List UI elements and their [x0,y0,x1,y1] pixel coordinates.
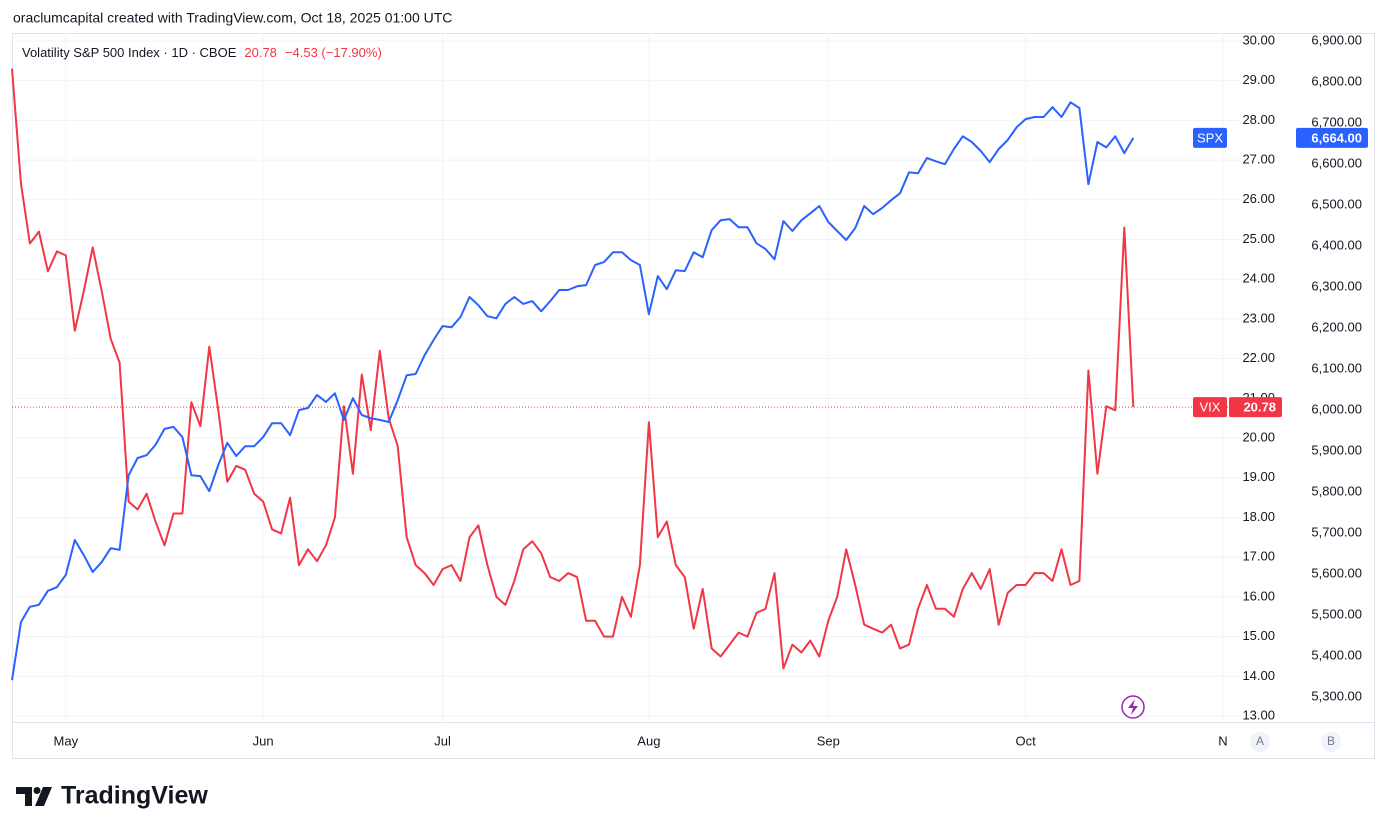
y2-tick-label: 5,600.00 [1311,565,1362,580]
y2-tick-label: 6,100.00 [1311,361,1362,376]
brand: TradingView [61,782,208,810]
y-tick-label: 18.00 [1242,509,1275,524]
last-value-tag-text: 20.78 [1243,400,1276,415]
y-tick-label: 26.00 [1242,191,1275,206]
y-tick-label: 30.00 [1242,32,1275,47]
y2-tick-label: 6,900.00 [1311,33,1362,48]
legend: Volatility S&P 500 Index · 1D · CBOE 20.7… [22,45,382,60]
y2-tick-label: 5,300.00 [1311,688,1362,703]
y2-tick-label: 5,700.00 [1311,524,1362,539]
x-tick-label: Jun [253,733,274,748]
series-line [11,101,1135,681]
y-tick-label: 15.00 [1242,628,1275,643]
y2-tick-label: 6,600.00 [1311,156,1362,171]
y2-tick-label: 6,700.00 [1311,115,1362,130]
y-tick-label: 14.00 [1242,668,1275,683]
y2-tick-label: 6,300.00 [1311,279,1362,294]
last-value-tag [1229,397,1282,418]
y2-tick-label: 5,400.00 [1311,647,1362,662]
y-tick-label: 28.00 [1242,112,1275,127]
x-tick-label: May [54,733,79,748]
y-tick-label: 23.00 [1242,310,1275,325]
legend-change: −4.53 (−17.90%) [285,45,382,60]
y-tick-label: 22.00 [1242,350,1275,365]
alert-bolt [1128,699,1138,715]
scale-button-label: A [1256,734,1264,748]
series-line [11,68,1135,670]
y2-tick-label: 5,800.00 [1311,483,1362,498]
x-tick-label: Oct [1015,733,1036,748]
logo [16,787,52,806]
series-name-tag [1193,127,1227,148]
y-tick-label: 25.00 [1242,231,1275,246]
x-tick-label: Jul [434,733,451,748]
y-tick-label: 24.00 [1242,271,1275,286]
y-tick-label: 20.00 [1242,429,1275,444]
scale-button-label: B [1327,734,1335,748]
grid [12,33,1240,722]
x-tick-label: Sep [817,733,840,748]
x-tick-label: Aug [637,733,660,748]
y2-tick-label: 6,200.00 [1311,320,1362,335]
y-tick-label: 16.00 [1242,588,1275,603]
y2-tick-label: 5,900.00 [1311,443,1362,458]
frame [12,33,1375,759]
last-value-tag-text: 6,664.00 [1311,130,1362,145]
scale-button[interactable]: B [1321,732,1341,752]
y2-tick-label: 6,000.00 [1311,402,1362,417]
series-name-tag [1193,397,1227,418]
series-name-tag-text: SPX [1197,130,1223,145]
y2-tick-label: 6,500.00 [1311,197,1362,212]
y2-tick-label: 6,400.00 [1311,238,1362,253]
scale-button[interactable]: A [1250,732,1270,752]
legend-value: 20.78 [244,45,277,60]
caption: oraclumcapital created with TradingView.… [13,10,452,26]
y-tick-label: 29.00 [1242,72,1275,87]
series-name-tag-text: VIX [1200,400,1221,415]
x-tick-label: N [1218,733,1227,748]
y2-tick-label: 6,800.00 [1311,74,1362,89]
y-tick-label: 17.00 [1242,549,1275,564]
y2-tick-label: 5,500.00 [1311,606,1362,621]
legend-title: Volatility S&P 500 Index · 1D · CBOE [22,45,237,60]
y-tick-label: 27.00 [1242,152,1275,167]
plot [11,68,1240,681]
y-tick-label: 19.00 [1242,469,1275,484]
y-tick-label: 13.00 [1242,707,1275,722]
last-value-tag [1296,127,1368,148]
